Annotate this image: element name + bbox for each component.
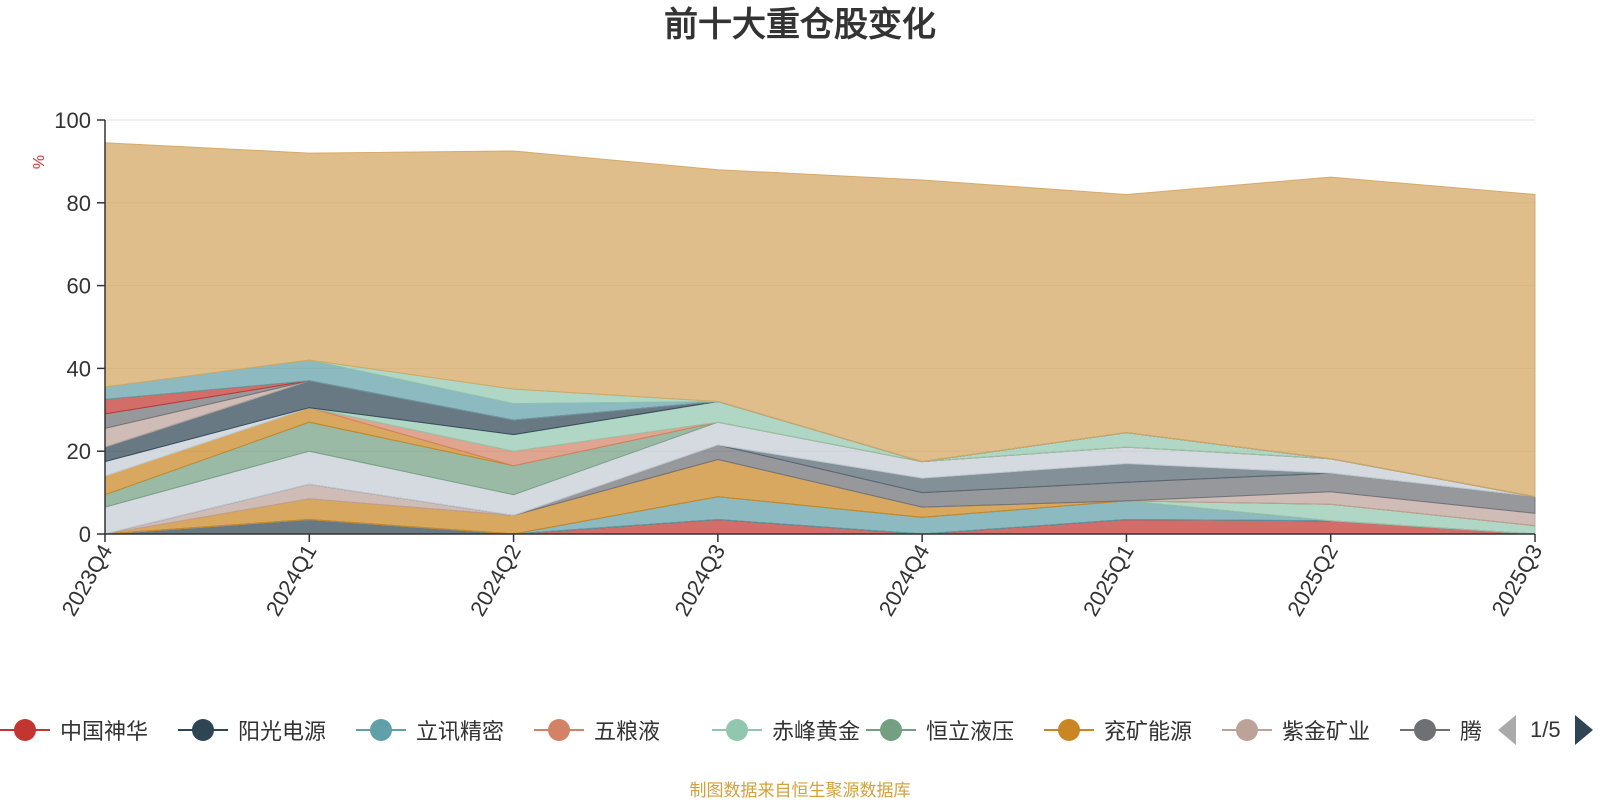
y-tick-label: 80 bbox=[67, 191, 91, 216]
legend-marker-icon bbox=[178, 712, 228, 748]
legend-item[interactable]: 紫金矿业 bbox=[1222, 712, 1370, 748]
legend-item-label: 紫金矿业 bbox=[1282, 719, 1371, 744]
chart-plot: 0 20 40 60 80 100% 2023Q4 2024Q1 2024Q2 2024Q3 202… bbox=[31, 108, 1548, 620]
x-tick-label: 2024Q1 bbox=[261, 540, 322, 620]
legend-marker-icon bbox=[866, 712, 916, 748]
legend-prev-page-icon[interactable] bbox=[1498, 715, 1516, 745]
legend-item[interactable]: 兖矿能源 bbox=[1044, 712, 1192, 748]
x-tick-label: 2023Q4 bbox=[57, 540, 118, 620]
x-tick-label: 2025Q3 bbox=[1487, 540, 1548, 620]
y-tick-label: 0 bbox=[79, 522, 91, 547]
legend-item-label: 中国神华 bbox=[60, 719, 149, 744]
x-tick-label: 2024Q4 bbox=[874, 540, 935, 620]
legend-item-label: 立讯精密 bbox=[416, 719, 505, 744]
legend-item[interactable]: 五粮液 bbox=[534, 712, 660, 748]
legend-item-label: 阳光电源 bbox=[238, 719, 327, 744]
legend-page-indicator: 1/5 bbox=[1530, 717, 1561, 742]
legend-item[interactable]: 赤峰黄金 bbox=[712, 712, 860, 748]
source-note: 制图数据来自恒生聚源数据库 bbox=[689, 781, 911, 800]
x-tick-label: 2024Q2 bbox=[465, 540, 526, 620]
legend-pager: 1/5 bbox=[1498, 712, 1593, 748]
legend-item-label: 腾讯控股 bbox=[1460, 719, 1482, 744]
y-tick-label: 20 bbox=[67, 439, 91, 464]
legend-marker-icon bbox=[356, 712, 406, 748]
legend-item[interactable]: 中国神华 bbox=[0, 712, 148, 748]
chart-title: 前十大重仓股变化 bbox=[664, 6, 936, 44]
legend-item[interactable]: 腾讯控股 bbox=[1400, 712, 1482, 748]
x-tick-label: 2025Q1 bbox=[1078, 540, 1139, 620]
y-tick-label: 100 bbox=[54, 108, 91, 133]
area-series-group bbox=[104, 142, 1536, 535]
legend-marker-icon bbox=[0, 712, 50, 748]
legend-next-page-icon[interactable] bbox=[1574, 715, 1593, 745]
y-tick-label: 40 bbox=[67, 356, 91, 381]
x-tick-label: 2024Q3 bbox=[669, 540, 730, 620]
legend: 中国神华 阳光电源 立讯精密 五粮液 赤峰黄金 恒立液压 兖矿能源 紫金矿业 腾讯控股 bbox=[0, 712, 1482, 748]
y-axis-label: % bbox=[31, 155, 48, 169]
legend-marker-icon bbox=[712, 712, 762, 748]
legend-marker-icon bbox=[534, 712, 584, 748]
legend-marker-icon bbox=[1400, 712, 1450, 748]
legend-marker-icon bbox=[1222, 712, 1272, 748]
legend-item[interactable]: 立讯精密 bbox=[356, 712, 504, 748]
legend-marker-icon bbox=[1044, 712, 1094, 748]
legend-item-label: 五粮液 bbox=[594, 719, 661, 744]
x-tick-label: 2025Q2 bbox=[1282, 540, 1343, 620]
legend-item-label: 兖矿能源 bbox=[1104, 719, 1193, 744]
legend-item[interactable]: 恒立液压 bbox=[866, 712, 1014, 748]
y-tick-label: 60 bbox=[67, 274, 91, 299]
legend-item-label: 赤峰黄金 bbox=[772, 719, 861, 744]
legend-item[interactable]: 阳光电源 bbox=[178, 712, 326, 748]
area-series-24[interactable] bbox=[104, 142, 1536, 498]
legend-item-label: 恒立液压 bbox=[926, 719, 1015, 744]
